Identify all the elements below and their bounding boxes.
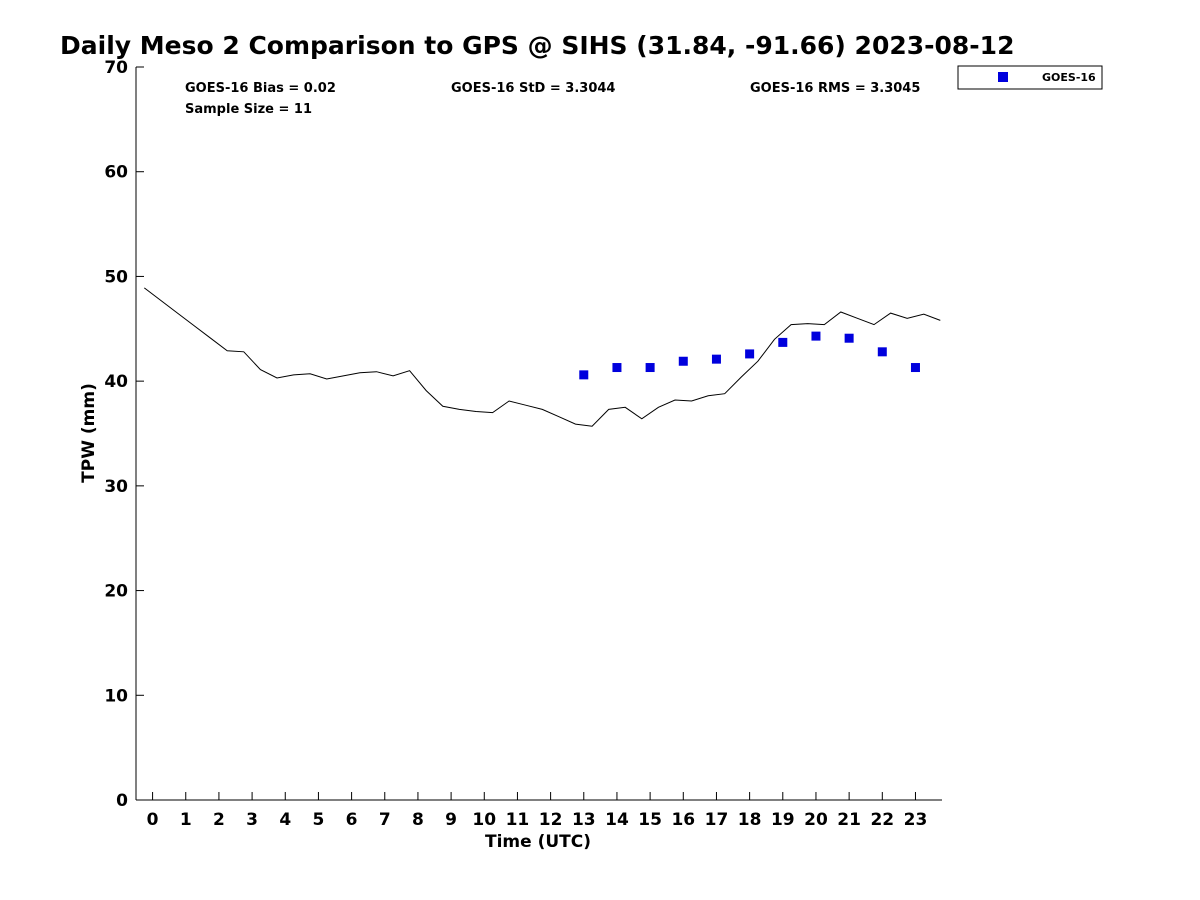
x-tick-label: 18 <box>738 810 762 830</box>
goes16-marker <box>844 333 854 343</box>
goes16-marker <box>778 337 788 347</box>
x-tick-label: 16 <box>671 810 695 830</box>
y-tick-label: 50 <box>104 267 128 287</box>
legend-label-goes16: GOES-16 <box>1042 71 1096 84</box>
y-tick-label: 0 <box>116 791 128 811</box>
x-tick-label: 0 <box>147 810 159 830</box>
y-tick-label: 60 <box>104 163 128 183</box>
x-tick-label: 17 <box>705 810 729 830</box>
y-tick-label: 40 <box>104 372 128 392</box>
x-tick-label: 8 <box>412 810 424 830</box>
x-tick-label: 19 <box>771 810 795 830</box>
x-tick-label: 15 <box>638 810 662 830</box>
x-tick-label: 21 <box>837 810 861 830</box>
x-tick-label: 20 <box>804 810 828 830</box>
chart-title: Daily Meso 2 Comparison to GPS @ SIHS (3… <box>60 31 1014 60</box>
x-tick-label: 11 <box>506 810 530 830</box>
x-tick-label: 10 <box>472 810 496 830</box>
x-tick-label: 23 <box>904 810 928 830</box>
x-tick-label: 1 <box>180 810 192 830</box>
x-ticks: 0 1 2 3 4 5 6 7 8 9 10 11 12 13 14 15 16 17 18 19 20 21 22 23 <box>147 792 928 830</box>
x-tick-label: 5 <box>313 810 325 830</box>
legend-marker-goes16 <box>998 72 1008 82</box>
std-stat: GOES-16 StD = 3.3044 <box>451 81 615 96</box>
goes16-marker <box>745 349 755 359</box>
y-tick-label: 10 <box>104 686 128 706</box>
goes16-marker <box>711 354 721 364</box>
legend: GOES-16 <box>957 65 1103 90</box>
legend-box <box>957 65 1103 90</box>
y-axis-label: TPW (mm) <box>79 383 99 483</box>
goes16-markers <box>579 331 920 380</box>
x-tick-label: 22 <box>870 810 894 830</box>
x-tick-label: 14 <box>605 810 629 830</box>
x-tick-label: 2 <box>213 810 225 830</box>
bias-stat: GOES-16 Bias = 0.02 <box>185 81 336 96</box>
y-ticks: 0 10 20 30 40 50 60 70 <box>104 58 144 811</box>
goes16-marker <box>678 356 688 366</box>
sample-size-stat: Sample Size = 11 <box>185 102 312 117</box>
x-tick-label: 6 <box>346 810 358 830</box>
gps-line <box>143 287 941 427</box>
y-tick-label: 30 <box>104 477 128 497</box>
goes16-marker <box>811 331 821 341</box>
x-axis-label: Time (UTC) <box>485 832 591 852</box>
goes16-marker <box>877 347 887 357</box>
x-tick-label: 13 <box>572 810 596 830</box>
goes16-marker <box>612 363 622 373</box>
rms-stat: GOES-16 RMS = 3.3045 <box>750 81 920 96</box>
gps-line-group <box>143 287 941 427</box>
x-tick-label: 9 <box>445 810 457 830</box>
x-tick-label: 12 <box>539 810 563 830</box>
goes16-marker <box>579 370 589 380</box>
x-tick-label: 4 <box>279 810 291 830</box>
y-tick-label: 70 <box>104 58 128 78</box>
x-tick-label: 7 <box>379 810 391 830</box>
goes16-marker <box>910 363 920 373</box>
x-tick-label: 3 <box>246 810 258 830</box>
y-tick-label: 20 <box>104 582 128 602</box>
goes16-marker <box>645 363 655 373</box>
